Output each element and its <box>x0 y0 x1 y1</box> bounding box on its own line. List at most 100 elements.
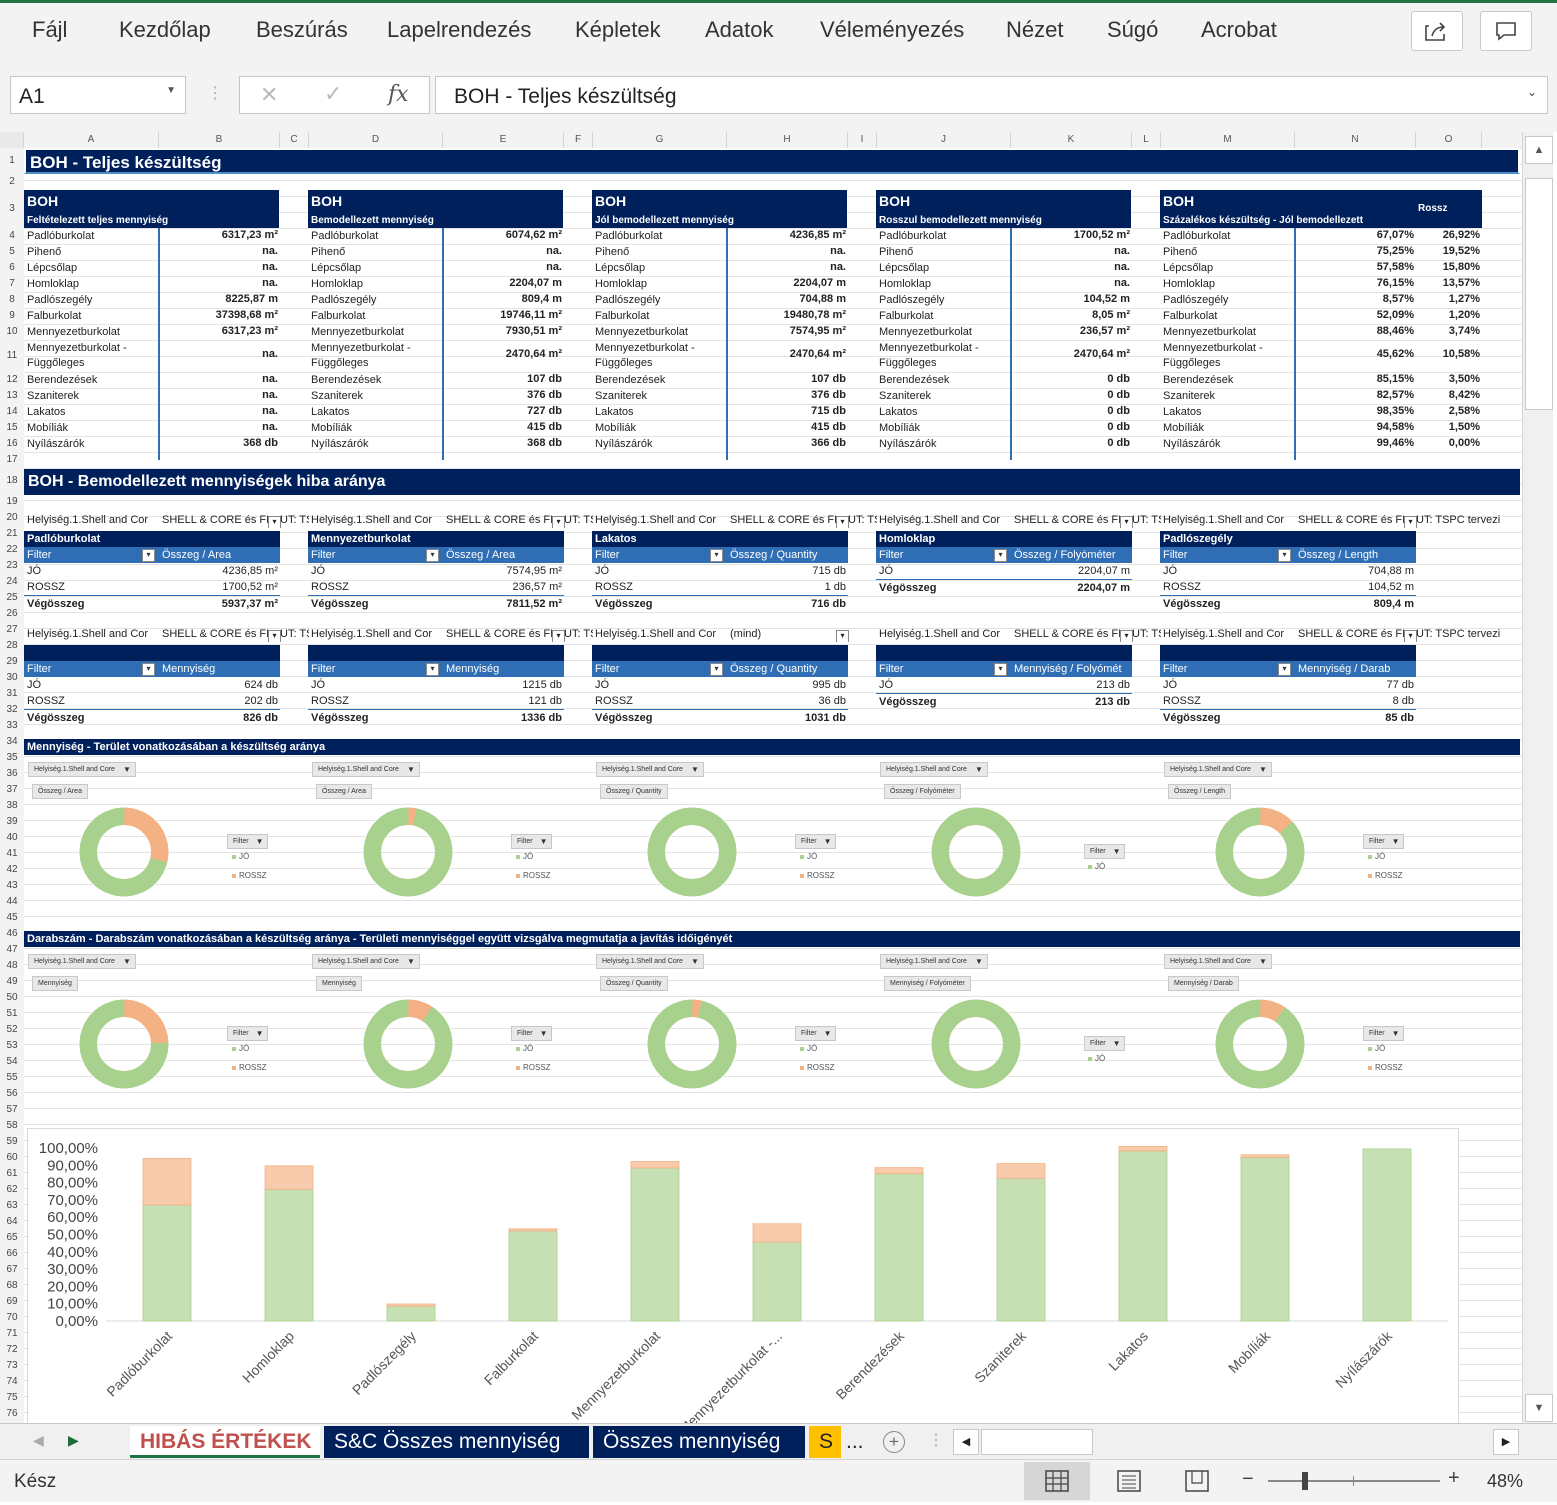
table-row[interactable]: Szaniterek na. <box>24 388 280 404</box>
row-header[interactable]: 54 <box>6 1056 18 1067</box>
next-sheet-icon[interactable]: ▶ <box>68 1432 79 1448</box>
pivot-header-filter[interactable]: Filter <box>311 549 336 561</box>
row-header[interactable]: 5 <box>9 246 15 257</box>
more-tabs-button[interactable]: ... <box>846 1430 864 1453</box>
row-header[interactable]: 10 <box>6 326 18 337</box>
pivot-filter-row[interactable]: Helyiség.1.Shell and Cor (mind) ▾ <box>592 628 877 642</box>
column-header[interactable]: M <box>1161 132 1295 148</box>
row-header[interactable]: 24 <box>6 576 18 587</box>
table-row[interactable]: Mennyezetburkolat - Függőleges 2470,64 m² <box>308 340 564 372</box>
filter-dropdown-icon[interactable]: ▾ <box>1120 630 1133 642</box>
completion-bar-chart[interactable]: 0,00% 10,00% 20,00% 30,00% 40,00% 50,00% 60,00… <box>27 1128 1459 1423</box>
pivot-row[interactable]: ROSSZ 1700,52 m² <box>24 579 280 595</box>
column-header[interactable]: A <box>24 132 159 148</box>
row-header[interactable]: 7 <box>9 278 15 289</box>
column-header[interactable]: H <box>727 132 848 148</box>
bar-good[interactable] <box>630 1167 680 1322</box>
table-row[interactable]: Szaniterek 376 db <box>308 388 564 404</box>
pivot-table[interactable]: Helyiség.1.Shell and Cor SHELL & CORE és … <box>308 514 593 614</box>
donut-slice-good[interactable] <box>931 807 1021 897</box>
legend-item[interactable]: ROSSZ <box>232 871 267 880</box>
donut-value-pill[interactable]: Összeg / Area <box>316 784 372 799</box>
pivot-filter-row[interactable]: Helyiség.1.Shell and Cor SHELL & CORE és … <box>308 628 593 642</box>
pivot-filter-row[interactable]: Helyiség.1.Shell and Cor SHELL & CORE és … <box>876 514 1161 528</box>
table-row[interactable]: Szaniterek 376 db <box>592 388 848 404</box>
filter-dropdown-icon[interactable]: ▾ <box>994 663 1007 676</box>
prev-sheet-icon[interactable]: ◀ <box>33 1432 44 1448</box>
pivot-row[interactable]: JÓ 4236,85 m² <box>24 563 280 579</box>
column-header[interactable]: N <box>1295 132 1416 148</box>
table-row[interactable]: Falburkolat 19480,78 m² <box>592 308 848 324</box>
row-header[interactable]: 40 <box>6 832 18 843</box>
row-header[interactable]: 13 <box>6 390 18 401</box>
table-row[interactable]: Lépcsőlap na. <box>876 260 1132 276</box>
pivot-header-filter[interactable]: Filter <box>879 549 904 561</box>
table-row[interactable]: Padlóburkolat 67,07% 26,92% <box>1160 228 1482 244</box>
table-row[interactable]: Mobíliák 0 db <box>876 420 1132 436</box>
table-row[interactable]: Mennyezetburkolat 88,46% 3,74% <box>1160 324 1482 340</box>
expand-chevron-icon[interactable]: ⌄ <box>1526 85 1537 99</box>
scroll-up-button[interactable]: ▲ <box>1525 136 1553 164</box>
bar-bad[interactable] <box>142 1157 192 1206</box>
scroll-thumb[interactable] <box>1525 178 1553 410</box>
row-header[interactable]: 27 <box>6 624 18 635</box>
bar-good[interactable] <box>1240 1156 1290 1322</box>
column-header[interactable]: B <box>159 132 280 148</box>
pivot-row[interactable]: JÓ 715 db <box>592 563 848 579</box>
zoom-level[interactable]: 48% <box>1487 1471 1524 1491</box>
pivot-filter-row[interactable]: Helyiség.1.Shell and Cor SHELL & CORE és … <box>308 514 593 528</box>
table-row[interactable]: Pihenő na. <box>876 244 1132 260</box>
donut-chart[interactable]: Helyiség.1.Shell and Core ▼ Mennyiség Filte… <box>308 948 564 1108</box>
row-header[interactable]: 71 <box>6 1328 18 1339</box>
row-header[interactable]: 31 <box>6 688 18 699</box>
donut-chart[interactable]: Helyiség.1.Shell and Core ▼ Összeg / Lengt… <box>1160 756 1416 916</box>
donut-slicer[interactable]: Helyiség.1.Shell and Core ▼ <box>28 762 136 777</box>
donut-value-pill[interactable]: Mennyiség / Darab <box>1168 976 1239 991</box>
zoom-slider-thumb[interactable] <box>1302 1472 1308 1490</box>
legend-item[interactable]: JÓ <box>800 1044 817 1053</box>
pivot-row[interactable]: JÓ 995 db <box>592 677 848 693</box>
pivot-row[interactable]: ROSSZ 236,57 m² <box>308 579 564 595</box>
donut-chart[interactable]: Helyiség.1.Shell and Core ▼ Összeg / Area F… <box>308 756 564 916</box>
row-header[interactable]: 61 <box>6 1168 18 1179</box>
pivot-row[interactable]: Végösszeg 213 db <box>876 693 1132 710</box>
row-header[interactable]: 41 <box>6 848 18 859</box>
table-row[interactable]: Homloklap na. <box>876 276 1132 292</box>
table-row[interactable]: Lakatos 98,35% 2,58% <box>1160 404 1482 420</box>
zoom-in-icon[interactable]: + <box>1448 1467 1460 1489</box>
donut-value-pill[interactable]: Összeg / Length <box>1168 784 1231 799</box>
donut-value-pill[interactable]: Mennyiség <box>316 976 362 991</box>
table-row[interactable]: Berendezések na. <box>24 372 280 388</box>
pivot-table[interactable]: Helyiség.1.Shell and Cor SHELL & CORE és … <box>876 514 1161 614</box>
legend-filter-button[interactable]: Filter ▼ <box>511 834 552 849</box>
row-header[interactable]: 1 <box>9 155 15 166</box>
donut-chart[interactable]: Helyiség.1.Shell and Core ▼ Mennyiség Filte… <box>24 948 280 1108</box>
table-row[interactable]: Falburkolat 52,09% 1,20% <box>1160 308 1482 324</box>
table-row[interactable]: Padlószegély 809,4 m <box>308 292 564 308</box>
table-row[interactable]: Berendezések 107 db <box>308 372 564 388</box>
filter-dropdown-icon[interactable]: ▾ <box>710 663 723 676</box>
pivot-filter-row[interactable]: Helyiség.1.Shell and Cor SHELL & CORE és … <box>24 514 309 528</box>
table-row[interactable]: Szaniterek 0 db <box>876 388 1132 404</box>
row-header[interactable]: 68 <box>6 1280 18 1291</box>
formula-input[interactable]: BOH - Teljes készültség ⌄ <box>435 76 1548 114</box>
pivot-table[interactable]: Helyiség.1.Shell and Cor SHELL & CORE és … <box>876 628 1161 728</box>
donut-slicer[interactable]: Helyiség.1.Shell and Core ▼ <box>312 954 420 969</box>
row-header[interactable]: 16 <box>6 438 18 449</box>
page-break-view-button[interactable] <box>1168 1462 1228 1500</box>
filter-dropdown-icon[interactable]: ▾ <box>268 516 281 528</box>
menu-insert[interactable]: Beszúrás <box>256 17 348 42</box>
table-row[interactable]: Nyílászárók 368 db <box>308 436 564 452</box>
donut-slicer[interactable]: Helyiség.1.Shell and Core ▼ <box>880 954 988 969</box>
row-header[interactable]: 17 <box>6 454 18 465</box>
table-row[interactable]: Mobíliák 415 db <box>592 420 848 436</box>
menu-review[interactable]: Véleményezés <box>820 17 965 42</box>
bar-good[interactable] <box>1118 1150 1168 1322</box>
row-header[interactable]: 43 <box>6 880 18 891</box>
filter-dropdown-icon[interactable]: ▾ <box>994 549 1007 562</box>
row-header[interactable]: 9 <box>9 310 15 321</box>
pivot-row[interactable]: ROSSZ 104,52 m <box>1160 579 1416 595</box>
table-row[interactable]: Mobíliák na. <box>24 420 280 436</box>
legend-filter-button[interactable]: Filter ▼ <box>1363 1026 1404 1041</box>
scroll-down-button[interactable]: ▼ <box>1525 1394 1553 1422</box>
